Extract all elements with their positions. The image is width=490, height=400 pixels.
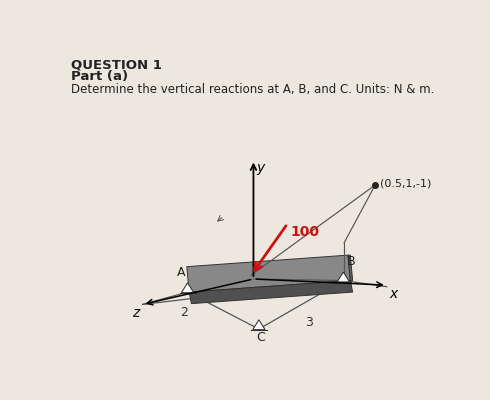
Text: x: x [390, 288, 398, 302]
Text: 2: 2 [180, 306, 188, 319]
Polygon shape [189, 280, 353, 304]
Text: Determine the vertical reactions at A, B, and C. Units: N & m.: Determine the vertical reactions at A, B… [71, 83, 434, 96]
Text: A: A [177, 266, 185, 279]
Text: y: y [257, 161, 265, 175]
Text: C: C [256, 330, 265, 344]
Polygon shape [348, 255, 353, 280]
Polygon shape [187, 255, 350, 292]
Polygon shape [337, 272, 349, 282]
Text: QUESTION 1: QUESTION 1 [71, 58, 161, 71]
Text: (0.5,1,-1): (0.5,1,-1) [380, 178, 431, 188]
Text: z: z [132, 306, 139, 320]
Text: 100: 100 [291, 225, 319, 239]
Polygon shape [253, 320, 265, 330]
Text: Part (a): Part (a) [71, 70, 128, 83]
Text: 3: 3 [305, 316, 313, 329]
Text: B: B [346, 255, 355, 268]
Polygon shape [181, 283, 194, 293]
